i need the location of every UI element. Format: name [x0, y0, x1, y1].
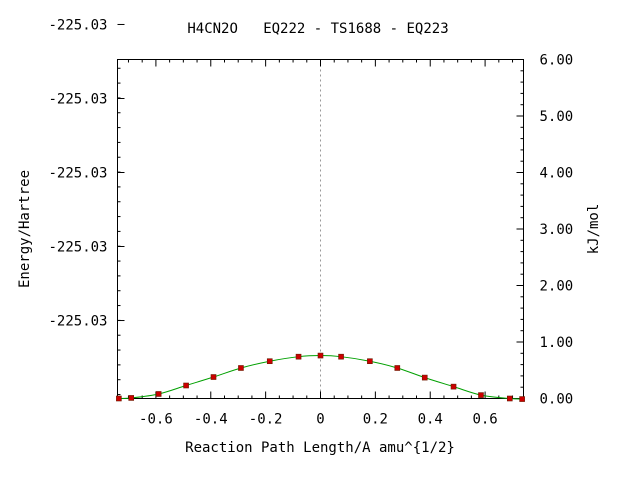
y-axis-label-left: Energy/Hartree [17, 170, 33, 288]
left-tick-labels: -225.03 -225.03 -225.03 -225.03 -225.03 [48, 17, 107, 329]
x-tick-label: 0.6 [472, 412, 497, 428]
data-point [295, 353, 302, 360]
x-tick-label: -0.4 [194, 412, 228, 428]
data-point [394, 365, 401, 371]
data-point [519, 396, 525, 402]
data-point [317, 352, 324, 359]
x-tick-label: -0.6 [139, 412, 173, 428]
data-point [367, 358, 373, 365]
right-tick-label: 2.00 [540, 279, 574, 295]
right-tick-label: 1.00 [540, 335, 574, 351]
data-point [478, 392, 484, 398]
data-point [128, 395, 135, 401]
right-tick-label: 6.00 [540, 53, 574, 69]
data-point [155, 391, 162, 397]
left-tick-label: -225.03 [48, 91, 107, 107]
chart-title: H4CN2O EQ222 - TS1688 - EQ223 [187, 21, 448, 37]
y-axis-label-right: kJ/mol [586, 204, 602, 255]
left-tick-label: -225.03 [48, 314, 107, 330]
data-point [238, 365, 244, 371]
x-tick-label: 0.2 [363, 412, 388, 428]
data-point [338, 353, 344, 360]
data-point [506, 395, 513, 402]
right-tick-label: 3.00 [540, 222, 574, 238]
data-point [421, 374, 428, 381]
series-layer [116, 352, 525, 402]
data-point [210, 374, 217, 380]
x-tick-label: 0 [316, 412, 324, 428]
x-tick-label: 0.4 [418, 412, 443, 428]
data-point [116, 395, 122, 402]
data-point [183, 382, 189, 389]
left-tick-label: -225.03 [48, 166, 107, 182]
left-tick-label: -225.03 [48, 17, 107, 33]
x-tick-label: -0.2 [249, 412, 283, 428]
right-tick-labels: 0.00 1.00 2.00 3.00 4.00 5.00 6.00 [540, 53, 574, 408]
left-tick-label: -225.03 [48, 240, 107, 256]
data-point [450, 383, 457, 390]
x-axis-label: Reaction Path Length/A amu^{1/2} [185, 440, 455, 456]
right-tick-label: 4.00 [540, 166, 574, 182]
x-tick-labels: -0.6 -0.4 -0.2 0 0.2 0.4 0.6 [139, 412, 498, 428]
right-tick-label: 5.00 [540, 109, 574, 125]
right-tick-label: 0.00 [540, 392, 574, 408]
data-point [266, 358, 273, 365]
